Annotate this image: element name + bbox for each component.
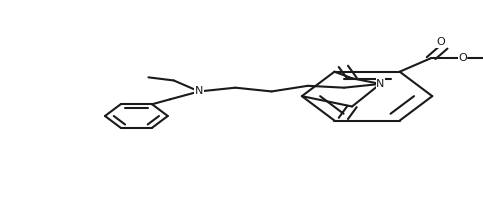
Text: O: O — [458, 53, 467, 63]
Text: N: N — [376, 79, 384, 89]
Text: N: N — [195, 87, 203, 96]
Text: O: O — [436, 37, 445, 47]
